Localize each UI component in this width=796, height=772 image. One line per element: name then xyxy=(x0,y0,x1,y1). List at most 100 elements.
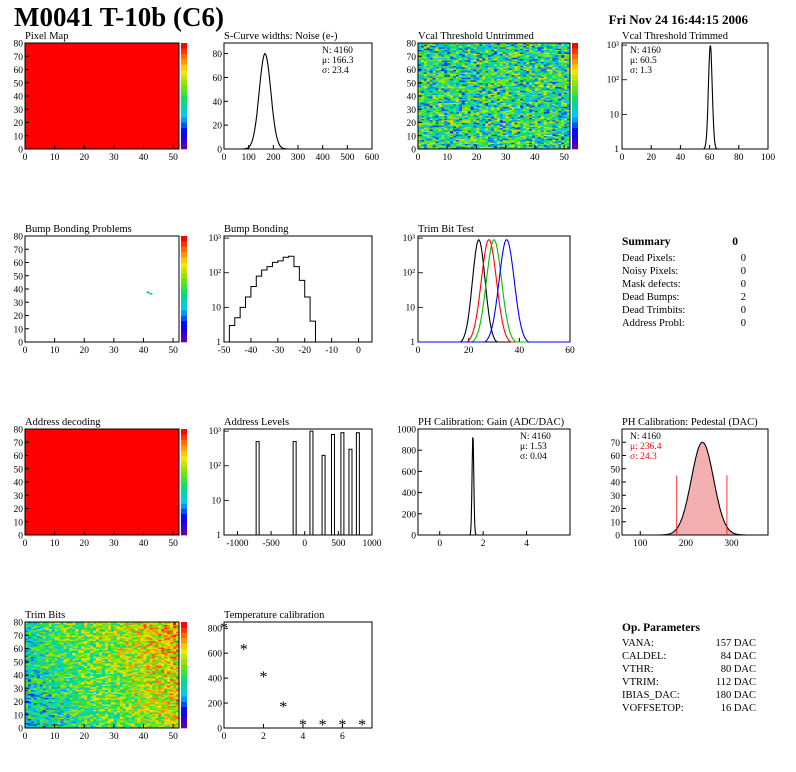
heatmap-cell xyxy=(520,81,524,84)
heatmap-cell xyxy=(537,57,542,60)
heatmap-cell xyxy=(488,111,492,114)
heatmap-cell xyxy=(564,43,568,45)
heatmap-cell xyxy=(561,98,565,101)
heatmap-cell xyxy=(426,43,431,45)
heatmap-cell xyxy=(33,644,38,647)
heatmap-cell xyxy=(561,81,565,84)
heatmap-cell xyxy=(444,127,448,130)
heatmap-cell xyxy=(526,93,530,96)
heatmap-cell xyxy=(526,78,530,81)
heatmap-cell xyxy=(494,61,498,64)
heatmap-cell xyxy=(494,134,498,137)
heatmap-cell xyxy=(567,130,571,133)
heatmap-cell xyxy=(552,70,556,73)
heatmap-cell xyxy=(540,92,545,94)
heatmap-cell xyxy=(494,68,498,70)
heatmap-cell xyxy=(473,130,477,133)
heatmap-cell xyxy=(534,130,539,133)
heatmap-cell xyxy=(488,126,492,129)
heatmap-cell xyxy=(450,129,454,131)
heatmap-cell xyxy=(529,88,533,90)
heatmap-cell xyxy=(464,62,469,65)
heatmap-cell xyxy=(473,84,477,86)
heatmap-cell xyxy=(464,123,469,126)
heatmap-cell xyxy=(491,78,495,81)
heatmap-cell xyxy=(523,141,527,143)
heatmap-cell xyxy=(432,53,436,56)
heatmap-cell xyxy=(464,121,469,123)
heatmap-cell xyxy=(464,97,469,100)
heatmap-cell xyxy=(476,127,480,130)
heatmap-cell xyxy=(450,50,454,53)
heatmap-cell xyxy=(511,68,515,70)
heatmap-cell xyxy=(30,640,35,643)
heatmap-cell xyxy=(508,90,512,93)
heatmap-cell xyxy=(491,92,495,94)
heatmap-cell xyxy=(558,86,562,89)
heatmap-cell xyxy=(505,58,510,61)
heatmap-cell xyxy=(549,62,553,65)
heatmap-cell xyxy=(450,138,454,141)
heatmap-cell xyxy=(517,133,521,135)
heatmap-cell xyxy=(426,139,431,142)
heatmap-cell xyxy=(543,139,548,142)
heatmap-cell xyxy=(473,96,477,98)
heatmap-cell xyxy=(517,138,521,141)
heatmap-cell xyxy=(479,70,483,73)
heatmap-cell xyxy=(540,146,545,149)
heatmap-cell xyxy=(423,123,428,126)
heatmap-cell xyxy=(33,701,38,704)
heatmap-cell xyxy=(470,97,474,100)
heatmap-cell xyxy=(499,53,504,56)
heatmap-cell xyxy=(33,693,38,696)
heatmap-cell xyxy=(429,126,434,129)
heatmap-cell xyxy=(558,89,562,92)
heatmap-cell xyxy=(549,113,553,115)
heatmap-cell xyxy=(517,122,521,125)
heatmap-cell xyxy=(30,709,35,712)
heatmap-cell xyxy=(537,118,542,121)
heatmap-cell xyxy=(25,645,29,648)
heatmap-cell xyxy=(470,48,474,51)
heatmap-cell xyxy=(520,64,524,66)
heatmap-cell xyxy=(418,86,422,89)
heatmap-cell xyxy=(473,135,477,138)
heatmap-cell xyxy=(511,142,515,145)
heatmap-cell xyxy=(505,78,510,81)
heatmap-cell xyxy=(420,142,425,145)
heatmap-cell xyxy=(511,94,515,97)
heatmap-cell xyxy=(470,52,474,54)
y-tick-label: 50 xyxy=(14,272,24,282)
heatmap-cell xyxy=(532,56,536,58)
heatmap-cell xyxy=(461,107,466,110)
histogram-line xyxy=(622,45,768,150)
heatmap-cell xyxy=(534,126,539,129)
heatmap-cell xyxy=(482,113,486,115)
heatmap-cell xyxy=(494,113,498,115)
heatmap-cell xyxy=(523,65,527,68)
heatmap-cell xyxy=(537,60,542,62)
heatmap-cell xyxy=(546,44,550,47)
heatmap-cell xyxy=(488,62,492,65)
heatmap-cell xyxy=(467,66,472,69)
palette-band xyxy=(572,133,578,139)
heatmap-cell xyxy=(514,49,518,52)
heatmap-cell xyxy=(432,56,436,58)
heatmap-cell xyxy=(534,81,539,84)
heatmap-cell xyxy=(441,138,445,141)
heatmap-cell xyxy=(496,82,501,85)
heatmap-cell xyxy=(532,99,536,102)
heatmap-cell xyxy=(552,117,556,119)
heatmap-cell xyxy=(418,142,422,145)
heatmap-cell xyxy=(508,60,512,62)
palette-band xyxy=(181,278,187,284)
heatmap-cell xyxy=(549,103,553,106)
heatmap-cell xyxy=(552,52,556,54)
heatmap-cell xyxy=(558,74,562,77)
heatmap-cell xyxy=(36,724,41,726)
heatmap-cell xyxy=(36,709,41,712)
heatmap-cell xyxy=(526,119,530,122)
heatmap-cell xyxy=(435,90,439,93)
heatmap-cell xyxy=(529,84,533,86)
heatmap-cell xyxy=(546,94,550,97)
